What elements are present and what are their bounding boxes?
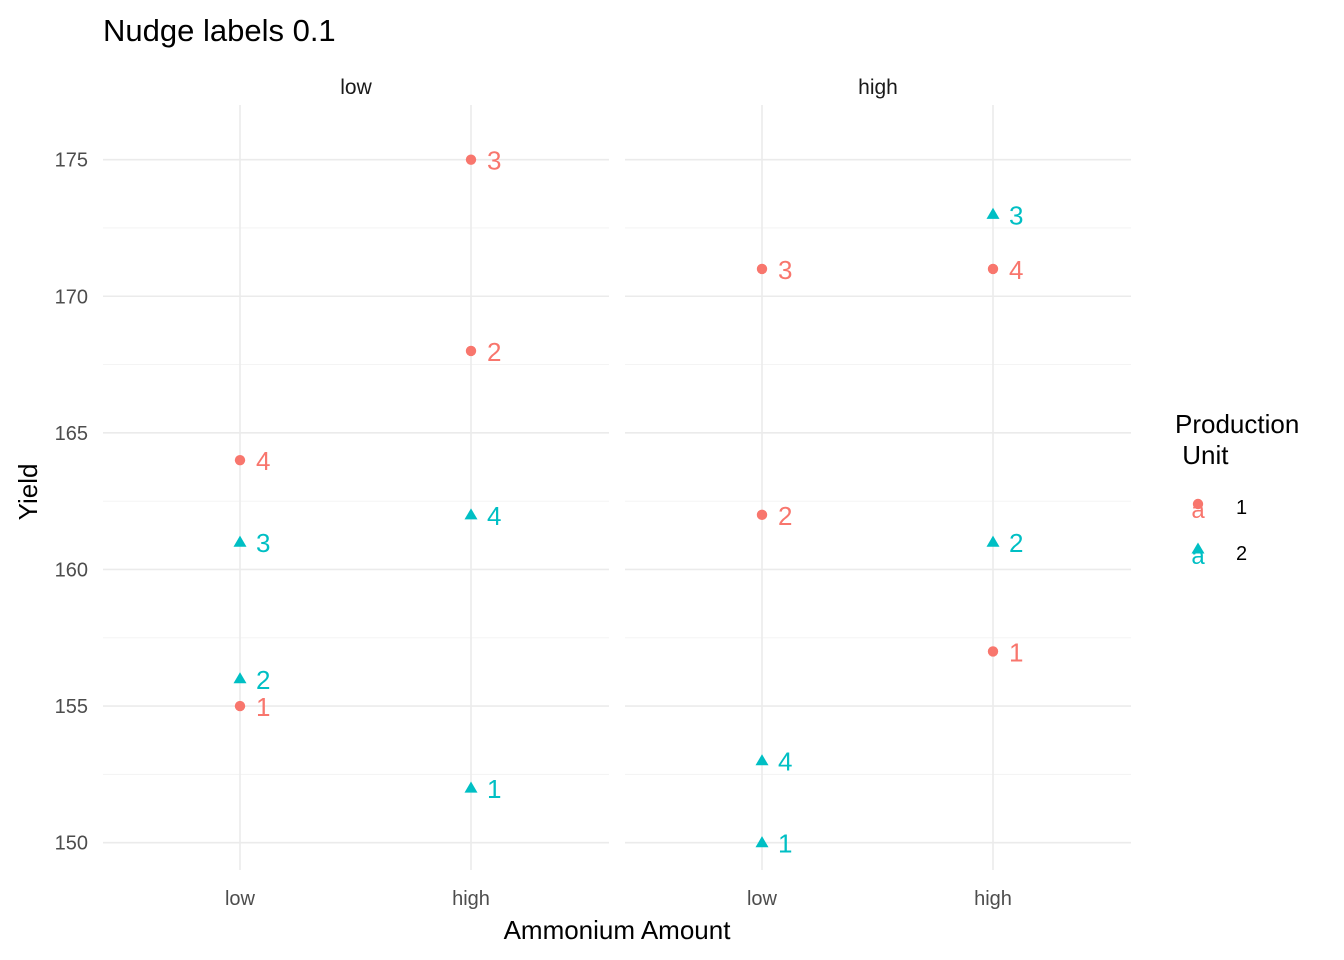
- data-point: [465, 345, 477, 357]
- facet-strip-label: high: [858, 76, 898, 99]
- chart-title: Nudge labels 0.1: [103, 13, 336, 48]
- point-label: 1: [256, 692, 270, 722]
- x-tick-label: high: [452, 888, 490, 910]
- point-label: 2: [1009, 528, 1023, 558]
- x-tick-label: high: [974, 888, 1012, 910]
- point-label: 4: [487, 501, 501, 531]
- y-tick-label: 170: [55, 286, 88, 308]
- point-label: 2: [778, 501, 792, 531]
- y-tick-label: 175: [55, 150, 88, 172]
- legend: Production Unit a 1 a 2: [1175, 409, 1299, 570]
- point-label: 4: [1009, 255, 1023, 285]
- point-label: 4: [256, 446, 270, 476]
- x-tick-label: low: [225, 888, 256, 910]
- legend-key-marker: [1192, 498, 1204, 510]
- point-label: 2: [256, 665, 270, 695]
- point-label: 3: [1009, 200, 1023, 230]
- facet-panel-low: low low high 1 4 2 3 2 3 1 4: [103, 76, 609, 910]
- y-tick-label: 150: [55, 833, 88, 855]
- legend-key-marker: [1191, 542, 1205, 554]
- x-tick-label: low: [747, 888, 778, 910]
- y-tick-label: 155: [55, 696, 88, 718]
- data-point: [464, 781, 478, 793]
- point-label: 2: [487, 337, 501, 367]
- point-label: 3: [487, 146, 501, 176]
- point-label: 4: [778, 747, 792, 777]
- y-tick-label: 160: [55, 559, 88, 581]
- legend-keys: a 1 a 2: [1191, 497, 1247, 570]
- facet-panel-high: high low high 2 3 1 4 1 4 2 3: [625, 76, 1131, 910]
- point-label: 3: [778, 255, 792, 285]
- point-label: 3: [256, 528, 270, 558]
- data-point: [755, 754, 769, 766]
- facet-strip-label: low: [340, 76, 372, 99]
- x-axis-title: Ammonium Amount: [504, 915, 732, 945]
- data-point: [234, 700, 246, 712]
- data-point: [986, 535, 1000, 547]
- data-point: [233, 672, 247, 684]
- legend-title-line-1: Production: [1175, 409, 1299, 439]
- data-point: [755, 836, 769, 848]
- data-point: [756, 509, 768, 521]
- data-point: [464, 508, 478, 520]
- point-label: 1: [778, 829, 792, 859]
- y-axis-title: Yield: [13, 464, 43, 521]
- data-point: [987, 646, 999, 657]
- data-point: [465, 154, 477, 165]
- facet-panels: low low high 1 4 2 3 2 3 1 4 high low high 2 3 1 4 1 4 2 3: [103, 76, 1131, 910]
- point-label: 1: [487, 774, 501, 804]
- data-point: [986, 207, 1000, 219]
- data-point: [233, 535, 247, 547]
- legend-title-line-2: Unit: [1175, 440, 1229, 470]
- data-point: [234, 454, 246, 466]
- y-axis: 150 155 160 165 170 175: [55, 150, 88, 855]
- data-point: [987, 263, 999, 275]
- legend-label: 1: [1236, 497, 1247, 519]
- data-point: [756, 263, 768, 275]
- y-tick-label: 165: [55, 423, 88, 445]
- legend-label: 2: [1236, 543, 1247, 565]
- point-label: 1: [1009, 637, 1023, 667]
